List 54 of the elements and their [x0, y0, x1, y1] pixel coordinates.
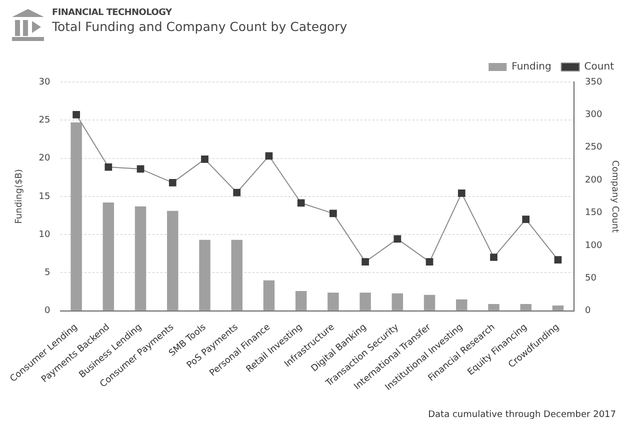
point: [522, 216, 530, 224]
bar: [328, 292, 339, 310]
y2-tick-label: 350: [585, 77, 602, 88]
y2-tick-label: 200: [585, 175, 602, 186]
bar: [295, 291, 307, 310]
bar: [231, 240, 242, 310]
y2-tick-label: 300: [585, 110, 602, 120]
bar: [360, 292, 371, 310]
y-tick-label: 25: [38, 115, 50, 126]
bar: [263, 280, 275, 310]
y2-tick-label: 100: [585, 240, 602, 251]
point: [426, 258, 434, 266]
y-tick-label: 20: [38, 154, 51, 164]
bar: [456, 299, 468, 310]
point: [554, 256, 562, 264]
bar: [70, 122, 82, 310]
text: Data cumulative through December 2017: [428, 410, 616, 420]
chart-subtitle: FINANCIAL TECHNOLOGY: [52, 8, 173, 18]
point: [136, 165, 144, 173]
y-tick-label: 0: [44, 306, 51, 316]
bar: [424, 294, 436, 310]
point: [233, 188, 241, 196]
bar: [520, 304, 532, 310]
legend-label: Count: [584, 62, 614, 73]
point: [297, 199, 305, 207]
y-tick-label: 5: [44, 268, 50, 278]
bar: [134, 206, 146, 310]
point: [394, 235, 402, 243]
point: [330, 210, 337, 218]
point: [168, 179, 176, 186]
point: [362, 258, 369, 266]
y2-tick-label: 250: [585, 142, 602, 153]
point: [458, 189, 466, 197]
y2-tick-label: 50: [585, 274, 597, 284]
bar: [552, 306, 564, 310]
bar: [392, 293, 404, 310]
bar: [167, 210, 178, 310]
point: [490, 254, 498, 261]
bar: [199, 240, 210, 310]
y-tick-label: 10: [38, 230, 51, 240]
y2-tick-label: 0: [585, 306, 592, 316]
y2-tick-label: 150: [585, 208, 602, 218]
point: [201, 155, 208, 163]
bar: [102, 202, 114, 310]
point: [72, 111, 80, 118]
legend-label: Funding: [512, 62, 552, 73]
chart-title: Total Funding and Company Count by Category: [52, 19, 348, 34]
y-tick-label: 30: [38, 77, 51, 88]
y-axis-title: Funding($B): [14, 169, 25, 224]
y2-axis-title: Company Count: [609, 160, 620, 234]
point: [104, 163, 112, 171]
y-tick-label: 15: [38, 192, 50, 202]
point: [265, 152, 273, 160]
bar: [488, 304, 500, 310]
